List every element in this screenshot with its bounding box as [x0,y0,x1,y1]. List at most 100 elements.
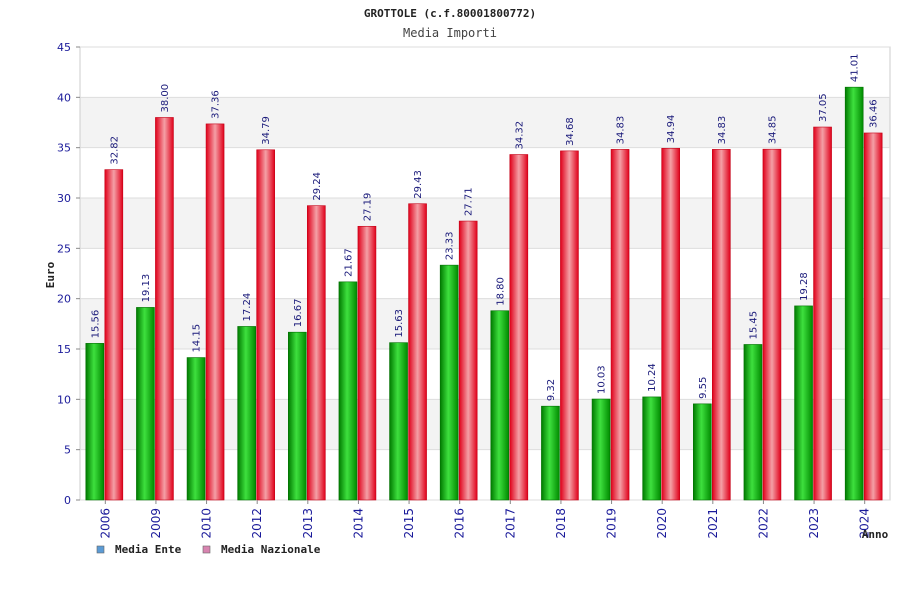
bar-media-ente [186,357,206,501]
x-tick-label: 2019 [605,508,619,539]
y-tick-label: 35 [57,142,71,155]
y-tick-label: 0 [64,494,71,507]
chart-title: GROTTOLE (c.f.80001800772) [364,7,536,20]
bar-media-ente [439,264,459,501]
y-tick-label: 15 [57,343,71,356]
x-tick-label: 2018 [554,508,568,539]
x-tick-label: 2022 [756,508,770,539]
bar-media-ente [237,326,256,501]
data-label: 10.24 [647,363,658,392]
bar-media-ente [642,396,661,501]
data-label: 15.63 [394,309,405,338]
x-tick-label: 2024 [858,508,872,539]
x-tick-label: 2013 [301,508,315,539]
y-tick-label: 5 [64,444,71,457]
bar-media-ente [288,331,307,501]
x-tick-label: 2014 [351,508,365,539]
legend-label-media-nazionale: Media Nazionale [221,543,321,556]
data-label: 17.24 [242,293,253,322]
y-tick-label: 30 [57,192,71,205]
data-label: 27.19 [362,193,373,222]
bar-media-nazionale [155,117,174,501]
data-label: 16.67 [293,299,304,328]
bar-media-ente [541,405,560,501]
data-label: 34.68 [565,117,576,146]
plot-band [80,47,890,98]
data-label: 23.33 [445,232,456,261]
y-tick-label: 40 [57,91,71,104]
data-label: 15.45 [748,311,759,340]
data-label: 19.13 [141,274,152,303]
chart-subtitle: Media Importi [403,26,497,40]
bar-media-nazionale [560,150,579,501]
data-label: 9.32 [546,379,557,401]
bar-media-nazionale [104,169,124,501]
bar-media-nazionale [307,205,326,501]
bar-media-ente [389,342,408,501]
y-tick-label: 20 [57,293,71,306]
legend-swatch-media-nazionale [202,545,211,554]
bar-media-ente [136,307,155,501]
data-label: 38.00 [160,84,171,113]
legend-swatch-media-ente [96,545,105,554]
x-tick-label: 2006 [98,508,112,539]
bar-media-nazionale [610,149,630,501]
axis-ticks: 0 5 10 15 20 25 30 35 40 45 2006 2009 2010 2012 2013 20… [57,41,872,539]
data-label: 18.80 [495,277,506,306]
x-tick-label: 2015 [402,508,416,539]
data-label: 27.71 [464,187,475,216]
data-label: 32.82 [109,136,120,165]
bar-media-nazionale [863,132,883,501]
x-tick-label: 2021 [706,508,720,539]
data-label: 9.55 [698,377,709,399]
bar-media-nazionale [205,123,225,501]
bar-media-ente [794,305,813,501]
data-label: 34.85 [767,116,778,145]
data-label: 34.32 [514,121,525,150]
x-tick-label: 2016 [453,508,467,539]
x-tick-label: 2012 [250,508,264,539]
bar-media-nazionale [661,147,680,501]
x-tick-label: 2023 [807,508,821,539]
y-tick-label: 10 [57,393,71,406]
x-tick-label: 2010 [200,508,214,539]
data-label: 34.83 [717,116,728,145]
bar-media-nazionale [458,220,478,501]
data-label: 41.01 [850,54,861,83]
bar-media-nazionale [813,126,832,501]
data-label: 36.46 [869,99,880,128]
data-label: 34.94 [666,115,677,144]
y-tick-label: 25 [57,242,71,255]
data-label: 29.43 [413,170,424,199]
bar-media-ente [591,398,611,501]
bar-media-ente [693,403,712,501]
x-axis-label: Anno [862,528,889,541]
bar-media-ente [338,281,358,501]
data-label: 34.79 [261,116,272,145]
legend: Media Ente Media Nazionale [96,543,321,556]
bar-media-nazionale [357,225,377,501]
bar-media-ente [490,310,510,501]
data-label: 19.28 [799,272,810,301]
data-label: 29.24 [312,172,323,201]
bar-media-nazionale [408,203,427,501]
bar-media-ente [743,344,763,501]
bar-media-nazionale [509,154,529,501]
x-tick-label: 2009 [149,508,163,539]
data-label: 21.67 [343,248,354,277]
x-tick-label: 2017 [503,508,517,539]
data-label: 37.05 [818,93,829,122]
bar-media-ente [85,343,105,501]
bar-media-nazionale [256,149,275,501]
x-tick-label: 2020 [655,508,669,539]
data-label: 14.15 [192,324,203,353]
y-axis-label: Euro [44,261,57,288]
bar-media-ente [844,86,864,501]
data-label: 15.56 [90,310,101,339]
bar-media-nazionale [712,149,731,501]
y-tick-label: 45 [57,41,71,54]
data-label: 10.03 [597,365,608,394]
bars-layer: 15.56 32.82 19.13 38.00 14.15 37.36 17.24 34.79… [85,54,883,501]
legend-label-media-ente: Media Ente [115,543,182,556]
